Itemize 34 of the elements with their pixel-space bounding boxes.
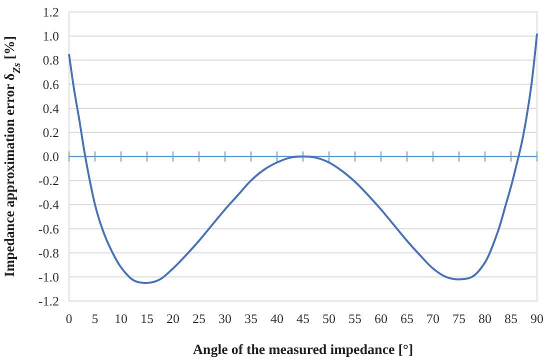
x-tick-label: 15 xyxy=(140,311,154,326)
x-tick-label: 60 xyxy=(374,311,388,326)
x-tick-label: 10 xyxy=(114,311,128,326)
y-tick-label: 0.8 xyxy=(42,52,59,68)
y-tick-label: 0.2 xyxy=(42,124,59,140)
x-tick-label: 50 xyxy=(322,311,336,326)
y-tick-label: -1.0 xyxy=(38,269,59,284)
y-tick-label: 1.2 xyxy=(42,4,59,20)
x-tick-label: 30 xyxy=(218,311,232,326)
x-axis-title: Angle of the measured impedance [°] xyxy=(192,343,414,358)
y-tick-label: -0.6 xyxy=(38,221,60,236)
x-tick-label: 90 xyxy=(530,311,544,326)
x-tick-label: 40 xyxy=(270,311,284,326)
y-tick-label: 0.0 xyxy=(42,149,59,164)
x-tick-label: 5 xyxy=(92,311,98,326)
x-tick-label: 55 xyxy=(348,311,362,326)
x-tick-label: 85 xyxy=(504,311,518,326)
x-tick-label: 25 xyxy=(192,311,206,326)
y-tick-label: 0.4 xyxy=(42,100,60,116)
line-series xyxy=(68,32,538,284)
y-tick-label: -1.2 xyxy=(38,294,59,308)
x-tick-label: 35 xyxy=(244,311,258,326)
x-tick-label: 0 xyxy=(66,311,72,326)
x-tick-label: 20 xyxy=(166,311,180,326)
x-tick-label: 70 xyxy=(426,311,440,326)
y-tick-label: 1.0 xyxy=(42,28,59,44)
y-tick-label: -0.2 xyxy=(38,173,59,188)
y-tick-label: 0.6 xyxy=(42,76,60,92)
x-tick-label: 80 xyxy=(478,311,492,326)
x-tick-label: 65 xyxy=(400,311,414,326)
y-tick-label: -0.8 xyxy=(38,245,59,260)
x-tick-label: 75 xyxy=(452,311,466,326)
y-tick-label: -0.4 xyxy=(38,197,60,212)
x-tick-label: 45 xyxy=(296,311,310,326)
